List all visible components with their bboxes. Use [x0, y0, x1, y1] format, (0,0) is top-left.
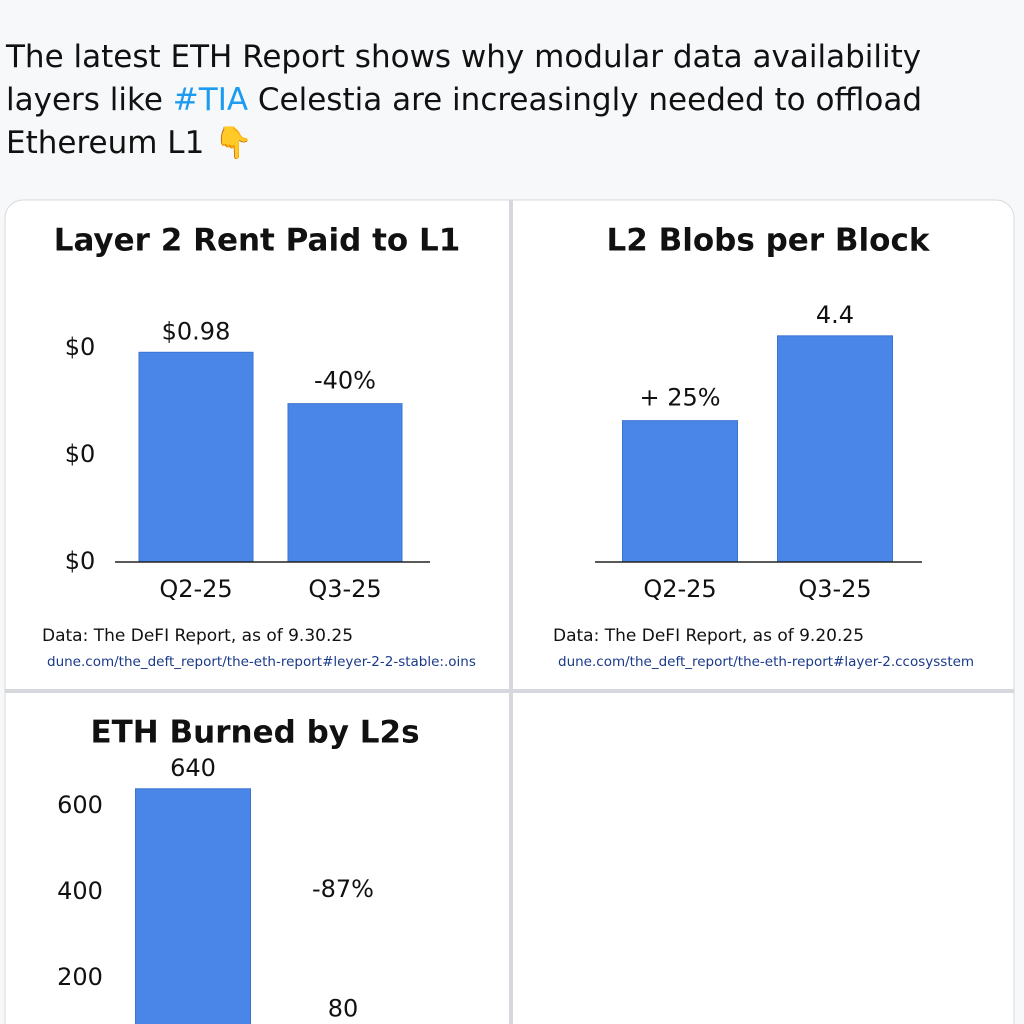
y-tick-label: 600	[57, 791, 103, 819]
source: Data: The DeFI Report, as of 9.20.25	[553, 626, 864, 646]
chart-title: L2 Blobs per Block	[607, 223, 931, 259]
bar	[622, 420, 738, 563]
source-link: dune.com/the_deft_report/the-eth-report#…	[47, 654, 476, 670]
bar	[777, 335, 893, 563]
y-tick-label: 400	[57, 877, 103, 905]
annotation: -40%	[314, 367, 376, 395]
x-tick-label: Q2-25	[643, 575, 716, 603]
annotation: -87%	[312, 875, 374, 903]
post-text-part: Celestia are increasingly needed to offl…	[6, 82, 923, 161]
chart-title: ETH Burned by L2s	[90, 715, 419, 751]
value-label: 4.4	[816, 301, 854, 329]
y-tick-label: $0	[65, 547, 96, 575]
post-text: The latest ETH Report shows why modular …	[6, 36, 1018, 165]
source: Data: The DeFI Report, as of 9.30.25	[42, 626, 353, 646]
x-tick-label: Q2-25	[159, 575, 232, 603]
bar	[138, 351, 254, 563]
chart-title: Layer 2 Rent Paid to L1	[54, 223, 461, 259]
x-tick-label: Q3-25	[308, 575, 381, 603]
annotation: + 25%	[639, 384, 720, 412]
bar	[287, 403, 403, 563]
y-tick-label: 200	[57, 963, 103, 991]
y-tick-label: $0	[65, 440, 96, 468]
post-text-part: The latest ETH Report shows why modular …	[6, 39, 922, 118]
hashtag[interactable]: #TIA	[172, 82, 249, 118]
y-tick-label: $0	[65, 333, 96, 361]
value-label: 80	[328, 995, 359, 1023]
source-link: dune.com/the_deft_report/the-eth-report#…	[558, 654, 974, 670]
x-tick-label: Q3-25	[798, 575, 871, 603]
value-label: $0.98	[162, 317, 231, 345]
bar	[135, 788, 251, 1024]
value-label: 640	[170, 754, 216, 782]
